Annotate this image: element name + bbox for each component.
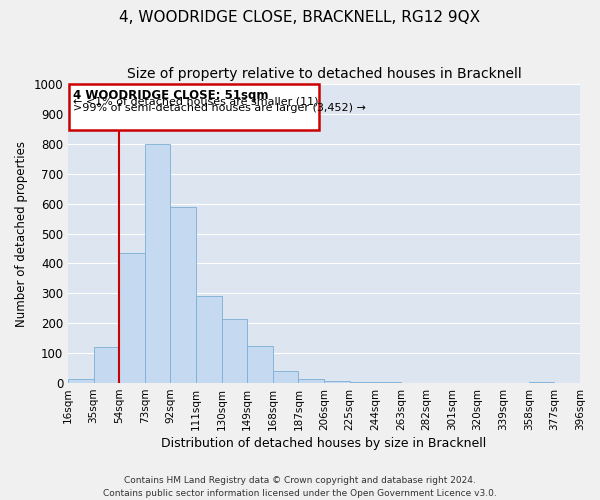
Bar: [196, 296, 221, 383]
Bar: [170, 206, 196, 383]
Title: Size of property relative to detached houses in Bracknell: Size of property relative to detached ho…: [127, 68, 521, 82]
X-axis label: Distribution of detached houses by size in Bracknell: Distribution of detached houses by size …: [161, 437, 487, 450]
Bar: [68, 378, 94, 383]
Text: 4 WOODRIDGE CLOSE: 51sqm: 4 WOODRIDGE CLOSE: 51sqm: [73, 88, 269, 102]
Bar: [324, 380, 350, 383]
Bar: [298, 378, 324, 383]
Bar: [529, 382, 554, 383]
Text: Contains HM Land Registry data © Crown copyright and database right 2024.
Contai: Contains HM Land Registry data © Crown c…: [103, 476, 497, 498]
Bar: [221, 319, 247, 383]
Text: 4, WOODRIDGE CLOSE, BRACKNELL, RG12 9QX: 4, WOODRIDGE CLOSE, BRACKNELL, RG12 9QX: [119, 10, 481, 25]
Bar: [375, 382, 401, 383]
Bar: [119, 253, 145, 383]
Y-axis label: Number of detached properties: Number of detached properties: [15, 140, 28, 326]
Bar: [247, 346, 273, 383]
Bar: [273, 371, 298, 383]
Text: ← <1% of detached houses are smaller (11): ← <1% of detached houses are smaller (11…: [73, 96, 319, 106]
Bar: [94, 347, 119, 383]
Bar: [350, 382, 375, 383]
Bar: [145, 144, 170, 383]
Text: >99% of semi-detached houses are larger (3,452) →: >99% of semi-detached houses are larger …: [73, 104, 366, 114]
FancyBboxPatch shape: [68, 84, 319, 130]
